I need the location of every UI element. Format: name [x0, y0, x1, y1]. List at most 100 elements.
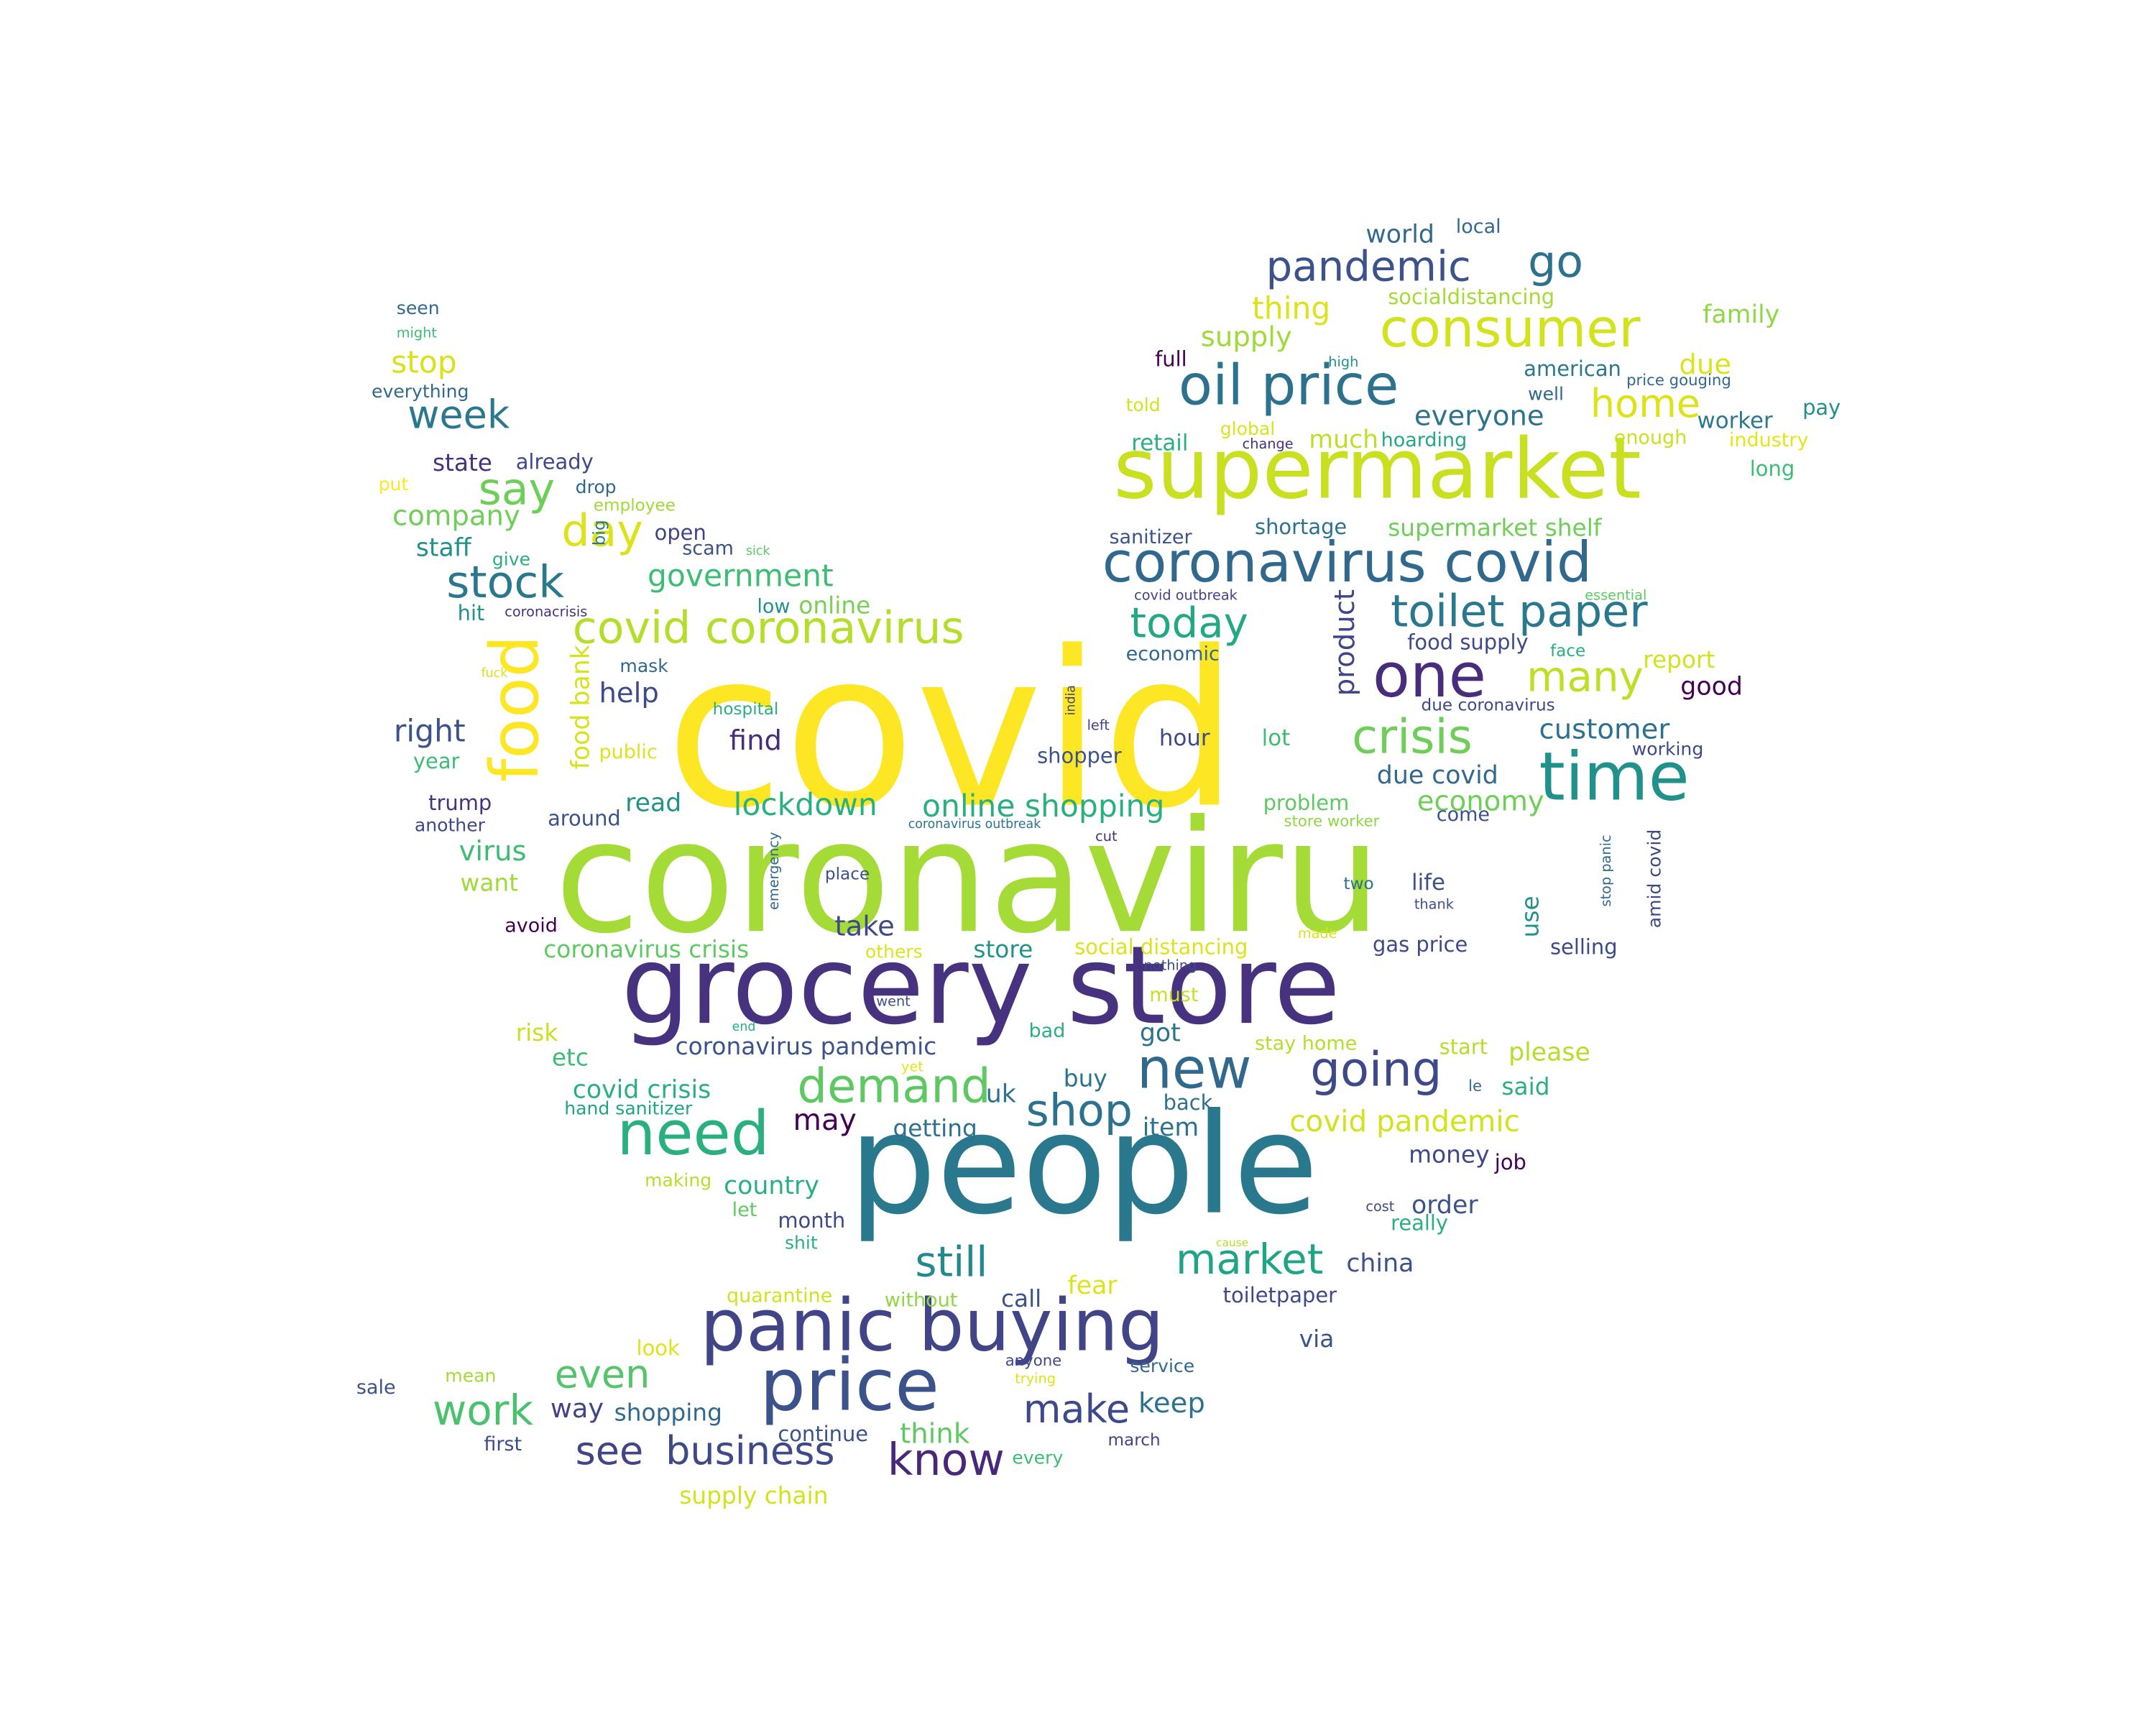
cloud-word: bad: [1029, 1020, 1066, 1042]
cloud-word: shop: [1026, 1085, 1133, 1136]
cloud-word: country: [724, 1172, 819, 1200]
cloud-word: demand: [797, 1059, 990, 1114]
cloud-word: china: [1346, 1249, 1414, 1278]
cloud-word: stop: [391, 346, 457, 381]
cloud-word: right: [394, 714, 466, 750]
cloud-word: online shopping: [922, 789, 1164, 824]
cloud-word: product: [1329, 589, 1361, 696]
cloud-word: continue: [778, 1422, 868, 1446]
cloud-word: need: [617, 1098, 770, 1169]
cloud-word: every: [1012, 1447, 1063, 1468]
cloud-word: toiletpaper: [1223, 1283, 1337, 1307]
cloud-word: hit: [458, 601, 485, 625]
cloud-word: read: [625, 788, 681, 817]
cloud-word: supply: [1201, 321, 1292, 353]
cloud-word: work: [433, 1386, 534, 1435]
cloud-word: really: [1391, 1211, 1448, 1236]
cloud-word: trying: [1015, 1370, 1056, 1386]
cloud-word: see: [576, 1428, 644, 1473]
cloud-word: went: [876, 993, 911, 1010]
cloud-word: hand sanitizer: [564, 1098, 693, 1118]
cloud-word: due coronavirus: [1422, 696, 1555, 714]
cloud-word: make: [1023, 1386, 1130, 1432]
cloud-word: shopper: [1037, 743, 1122, 768]
cloud-word: sick: [746, 544, 770, 558]
cloud-word: industry: [1729, 429, 1809, 451]
cloud-word: long: [1750, 456, 1795, 481]
cloud-word: company: [392, 500, 520, 532]
cloud-word: service: [1130, 1356, 1194, 1376]
cloud-word: price: [760, 1343, 939, 1427]
cloud-word: change: [1243, 436, 1294, 452]
cloud-word: employee: [594, 497, 676, 515]
cloud-word: still: [915, 1238, 987, 1287]
cloud-word: cause: [1216, 1236, 1248, 1249]
cloud-word: told: [1126, 395, 1161, 415]
cloud-word: due: [1679, 349, 1731, 381]
cloud-word: local: [1456, 216, 1501, 238]
cloud-word: anyone: [1005, 1352, 1062, 1370]
cloud-word: nothing: [1144, 957, 1197, 973]
cloud-word: said: [1501, 1073, 1549, 1100]
cloud-word: much: [1309, 426, 1378, 454]
cloud-word: risk: [516, 1019, 558, 1046]
cloud-word: enough: [1614, 426, 1687, 448]
cloud-word: way: [550, 1393, 604, 1424]
cloud-word: toilet paper: [1391, 585, 1648, 637]
cloud-word: end: [732, 1020, 756, 1034]
cloud-word: quarantine: [727, 1285, 832, 1307]
cloud-word: life: [1411, 870, 1445, 896]
cloud-word: state: [433, 449, 492, 477]
cloud-word: food supply: [1407, 630, 1528, 654]
cloud-word: going: [1310, 1042, 1442, 1097]
cloud-word: coronavirus pandemic: [676, 1033, 937, 1060]
cloud-word: le: [1468, 1077, 1482, 1095]
cloud-word: many: [1526, 653, 1644, 702]
cloud-word: cost: [1365, 1198, 1394, 1215]
cloud-word: year: [413, 749, 460, 773]
cloud-word: market: [1176, 1235, 1323, 1284]
cloud-word: essential: [1585, 586, 1646, 603]
cloud-word: new: [1137, 1036, 1251, 1101]
cloud-word: coronavirus covid: [1102, 530, 1592, 595]
cloud-word: job: [1494, 1150, 1526, 1174]
cloud-word: around: [548, 806, 621, 830]
cloud-word: keep: [1138, 1387, 1205, 1420]
cloud-word: without: [885, 1289, 958, 1311]
cloud-word: order: [1411, 1191, 1478, 1220]
cloud-word: another: [415, 815, 486, 836]
cloud-word: price gouging: [1626, 372, 1731, 390]
cloud-word: food: [476, 635, 553, 783]
cloud-word: item: [1143, 1113, 1199, 1142]
cloud-word: consumer: [1380, 298, 1641, 359]
cloud-word: india: [1064, 685, 1079, 715]
cloud-word: full: [1155, 347, 1187, 372]
cloud-word: everything: [372, 381, 469, 402]
cloud-word: must: [1149, 984, 1198, 1006]
cloud-word: thank: [1414, 896, 1455, 913]
cloud-word: drop: [576, 477, 617, 497]
cloud-word: first: [484, 1433, 522, 1455]
cloud-word: hospital: [713, 700, 779, 719]
cloud-word: food bank: [567, 645, 596, 769]
cloud-word: covid crisis: [573, 1076, 711, 1105]
cloud-word: etc: [552, 1044, 589, 1072]
cloud-word: government: [648, 559, 834, 594]
cloud-word: put: [379, 474, 409, 494]
cloud-word: find: [729, 724, 782, 757]
cloud-word: crisis: [1352, 709, 1473, 764]
cloud-word: know: [888, 1434, 1005, 1486]
cloud-word: good: [1680, 672, 1743, 701]
cloud-word: virus: [459, 835, 527, 868]
cloud-word: supermarket shelf: [1388, 515, 1603, 542]
cloud-word: help: [599, 677, 658, 709]
cloud-word: working: [1632, 739, 1703, 760]
cloud-word: trump: [428, 791, 492, 815]
cloud-word: selling: [1550, 935, 1618, 960]
cloud-word: problem: [1263, 791, 1350, 815]
cloud-word: seen: [397, 298, 440, 318]
cloud-word: cut: [1095, 828, 1118, 845]
cloud-word: yet: [901, 1058, 923, 1075]
cloud-word: open: [655, 520, 706, 545]
cloud-word: lot: [1262, 725, 1291, 751]
